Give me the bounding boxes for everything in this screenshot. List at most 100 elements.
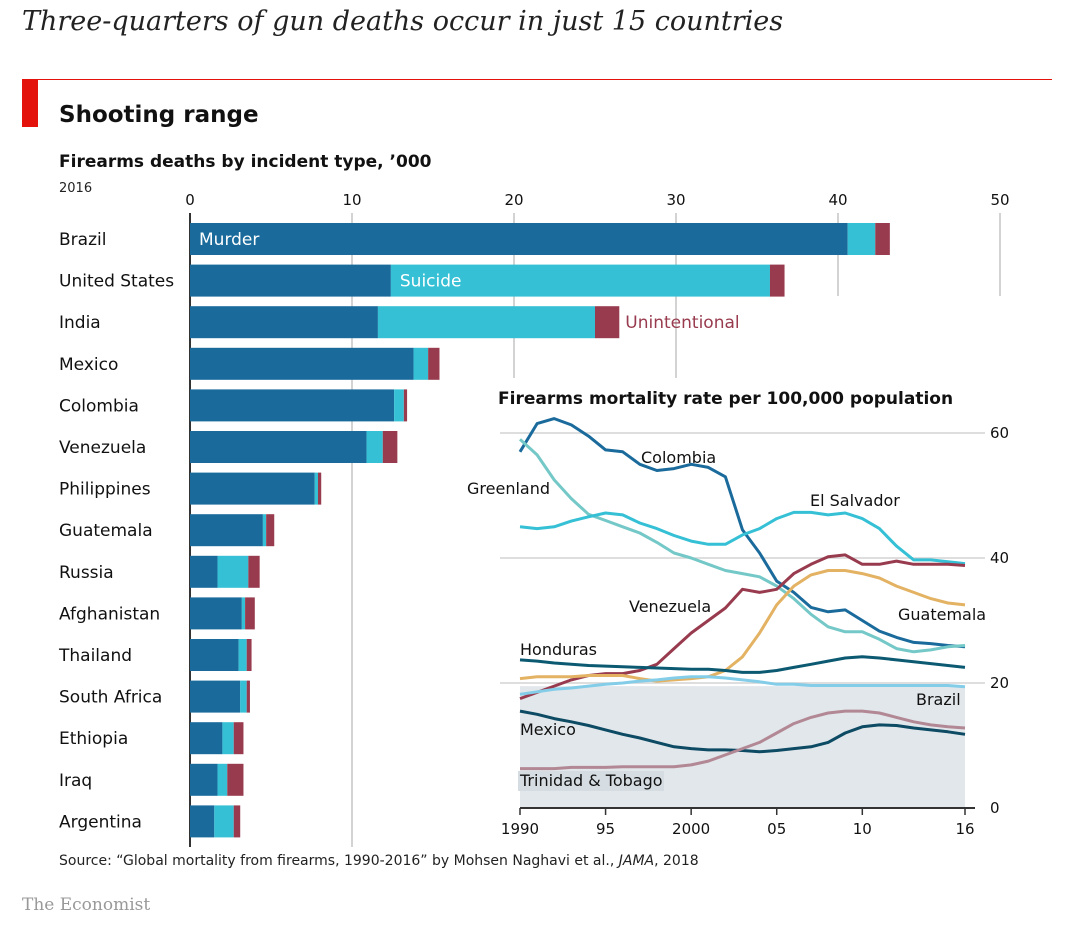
bar-colombia-murder <box>190 389 395 422</box>
line-gridlines: Firearms mortality rate per 100,000 popu… <box>498 389 1009 817</box>
source-prefix: Source: “Global mortality from firearms,… <box>59 853 619 869</box>
series-label-murder: Murder <box>199 230 259 250</box>
bar-argentina-unintentional <box>233 805 241 838</box>
publisher-logo: The Economist <box>22 895 151 915</box>
bar-mexico-unintentional <box>428 347 440 380</box>
bar-x-tick-labels: 0 10 20 30 40 50 <box>185 191 1009 209</box>
bar-south-africa-suicide <box>240 680 247 713</box>
bar-brazil-suicide <box>847 223 876 255</box>
category-label-philippines: Philippines <box>59 480 151 500</box>
bar-thailand-unintentional <box>246 639 252 671</box>
red-tag <box>22 79 38 127</box>
series-label-guatemala: Guatemala <box>898 605 986 624</box>
y-tick-20: 20 <box>990 674 1009 692</box>
bar-india-murder <box>190 306 378 339</box>
series-label-venezuela: Venezuela <box>629 597 711 616</box>
x-tick-0: 0 <box>185 191 195 209</box>
bar-philippines-suicide <box>314 472 318 505</box>
source-journal: JAMA <box>618 853 655 869</box>
bar-argentina-suicide <box>214 805 234 838</box>
series-line-trinidad-tobago <box>520 709 966 771</box>
line-axes: 1990 95 2000 05 10 16 <box>501 807 975 838</box>
chart-subtitle: Firearms deaths by incident type, ’000 <box>59 152 432 172</box>
series-line-mexico <box>519 709 966 754</box>
line-x-tick-2016: 16 <box>955 820 974 838</box>
bar-marks <box>190 223 890 838</box>
header-rule <box>22 79 1052 80</box>
bar-brazil-murder <box>190 223 848 255</box>
bar-india-unintentional <box>595 306 620 339</box>
y-tick-0: 0 <box>990 799 1000 817</box>
line-x-tick-1995: 95 <box>596 820 615 838</box>
bar-brazil-unintentional <box>875 223 890 255</box>
category-label-india: India <box>59 313 101 333</box>
bar-venezuela-unintentional <box>382 431 398 463</box>
series-labels: Colombia Greenland El Salvador Venezuela Gua… <box>467 448 986 791</box>
bar-iraq-suicide <box>217 763 228 796</box>
series-label-suicide: Suicide <box>400 272 462 292</box>
x-tick-50: 50 <box>990 191 1009 209</box>
bar-afghanistan-suicide <box>241 597 246 630</box>
x-tick-10: 10 <box>342 191 361 209</box>
bar-venezuela-suicide <box>366 431 383 463</box>
chart-title: Shooting range <box>59 102 259 128</box>
series-label-mexico: Mexico <box>520 720 576 739</box>
category-label-argentina: Argentina <box>59 812 142 832</box>
headline: Three-quarters of gun deaths occur in ju… <box>22 6 784 37</box>
category-label-guatemala: Guatemala <box>59 521 153 541</box>
inset-title: Firearms mortality rate per 100,000 popu… <box>498 389 953 409</box>
bar-iraq-murder <box>190 763 218 796</box>
category-label-afghanistan: Afghanistan <box>59 604 160 624</box>
line-x-tick-1990: 1990 <box>501 820 539 838</box>
x-tick-30: 30 <box>666 191 685 209</box>
line-chart-inset: Firearms mortality rate per 100,000 popu… <box>467 378 1055 850</box>
category-label-brazil: Brazil <box>59 230 106 250</box>
bar-united-states-unintentional <box>769 264 785 297</box>
bar-colombia-suicide <box>394 389 404 422</box>
category-label-colombia: Colombia <box>59 396 139 416</box>
bar-argentina-murder <box>190 805 215 838</box>
bar-guatemala-unintentional <box>266 514 275 547</box>
x-tick-40: 40 <box>828 191 847 209</box>
line-x-tick-2005: 05 <box>767 820 786 838</box>
series-line-honduras <box>519 655 966 674</box>
bar-russia-murder <box>190 555 218 588</box>
category-label-ethiopia: Ethiopia <box>59 729 128 749</box>
series-label-unintentional: Unintentional <box>625 313 739 333</box>
series-label-greenland: Greenland <box>467 479 550 498</box>
bar-afghanistan-murder <box>190 597 242 630</box>
bar-india-suicide <box>377 306 595 339</box>
bar-series-labels: Murder Suicide Unintentional <box>199 230 740 333</box>
line-x-tick-2010: 10 <box>853 820 872 838</box>
source-note: Source: “Global mortality from firearms,… <box>59 853 699 869</box>
bar-south-africa-murder <box>190 680 241 713</box>
y-tick-60: 60 <box>990 424 1009 442</box>
bar-united-states-suicide <box>390 264 770 297</box>
year-label: 2016 <box>59 181 93 196</box>
line-series <box>518 417 966 771</box>
category-label-south-africa: South Africa <box>59 688 162 708</box>
bar-guatemala-murder <box>190 514 263 547</box>
source-suffix: , 2018 <box>654 853 699 869</box>
bar-russia-unintentional <box>248 555 260 588</box>
series-line-colombia <box>518 417 966 649</box>
series-label-brazil: Brazil <box>916 690 961 709</box>
series-label-trinidad-tobago: Trinidad & Tobago <box>519 771 663 790</box>
bar-category-labels: Brazil United States India Mexico Colombia Ve… <box>58 230 174 832</box>
category-label-united-states: United States <box>59 272 174 292</box>
bar-philippines-murder <box>190 472 315 505</box>
line-x-tick-2000: 2000 <box>672 820 710 838</box>
bar-mexico-murder <box>190 347 414 380</box>
bar-thailand-suicide <box>238 639 247 671</box>
category-label-thailand: Thailand <box>58 646 132 666</box>
bar-philippines-unintentional <box>317 472 322 505</box>
bar-iraq-unintentional <box>227 763 244 796</box>
bar-mexico-suicide <box>413 347 429 380</box>
bar-thailand-murder <box>190 639 239 671</box>
bar-venezuela-murder <box>190 431 367 463</box>
series-line-el-salvador <box>519 510 966 566</box>
y-tick-40: 40 <box>990 549 1009 567</box>
bar-russia-suicide <box>217 555 249 588</box>
bar-colombia-unintentional <box>403 389 408 422</box>
